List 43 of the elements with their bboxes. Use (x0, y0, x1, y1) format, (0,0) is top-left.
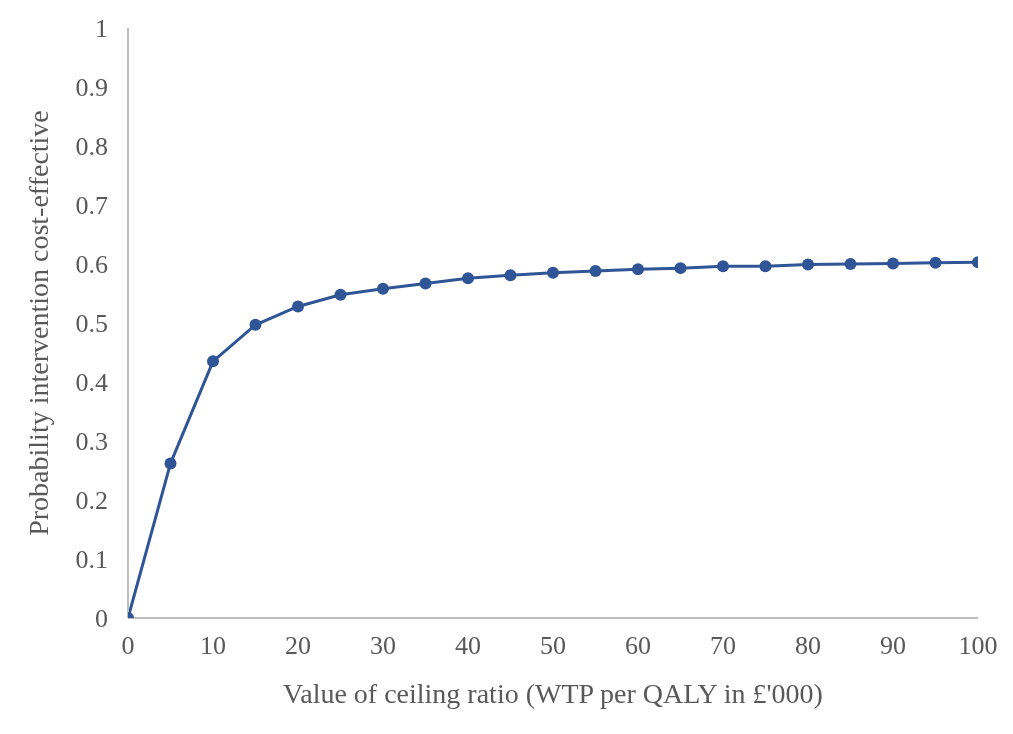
point (207, 355, 219, 368)
point (674, 262, 687, 275)
point (504, 269, 517, 282)
y-tick-label: 0.3 (75, 427, 108, 457)
x-tick-label: 80 (795, 631, 821, 661)
point (632, 263, 644, 276)
y-tick-label: 0.2 (75, 486, 108, 516)
x-axis-title: Value of ceiling ratio (WTP per QALY in £'000) (283, 678, 823, 709)
point (589, 265, 602, 278)
x-tick-label: 20 (285, 631, 311, 661)
y-tick-label: 0.6 (75, 250, 108, 280)
x-tick-label: 100 (958, 631, 998, 661)
y-tick-label: 0.5 (75, 309, 108, 339)
y-tick-label: 1 (95, 14, 108, 44)
x-tick-label: 90 (880, 631, 906, 661)
point (419, 277, 432, 290)
x-tick-label: 10 (200, 631, 226, 661)
x-tick-label: 40 (455, 631, 481, 661)
point (547, 266, 559, 279)
y-tick-label: 0.1 (75, 545, 108, 575)
x-tick-label: 50 (540, 631, 566, 661)
point (462, 272, 474, 285)
point (292, 300, 304, 313)
point (377, 282, 389, 295)
point (844, 258, 857, 270)
x-tick-label: 70 (710, 631, 736, 661)
y-tick-label: 0.8 (75, 132, 108, 162)
point (334, 288, 347, 301)
x-tick-label: 30 (370, 631, 396, 661)
y-axis-title: Probability intervention cost-effective (22, 110, 54, 536)
point (249, 318, 262, 331)
x-tick-label: 60 (625, 631, 651, 661)
point (164, 457, 177, 470)
point (802, 258, 814, 271)
y-tick-label: 0.7 (75, 191, 108, 221)
y-tick-label: 0.9 (75, 73, 108, 103)
y-tick-label: 0.4 (75, 368, 108, 398)
point (887, 257, 899, 270)
point (717, 260, 729, 273)
x-tick-label: 0 (121, 631, 135, 661)
point (929, 256, 942, 269)
y-tick-label: 0 (95, 604, 108, 634)
point (759, 260, 772, 273)
